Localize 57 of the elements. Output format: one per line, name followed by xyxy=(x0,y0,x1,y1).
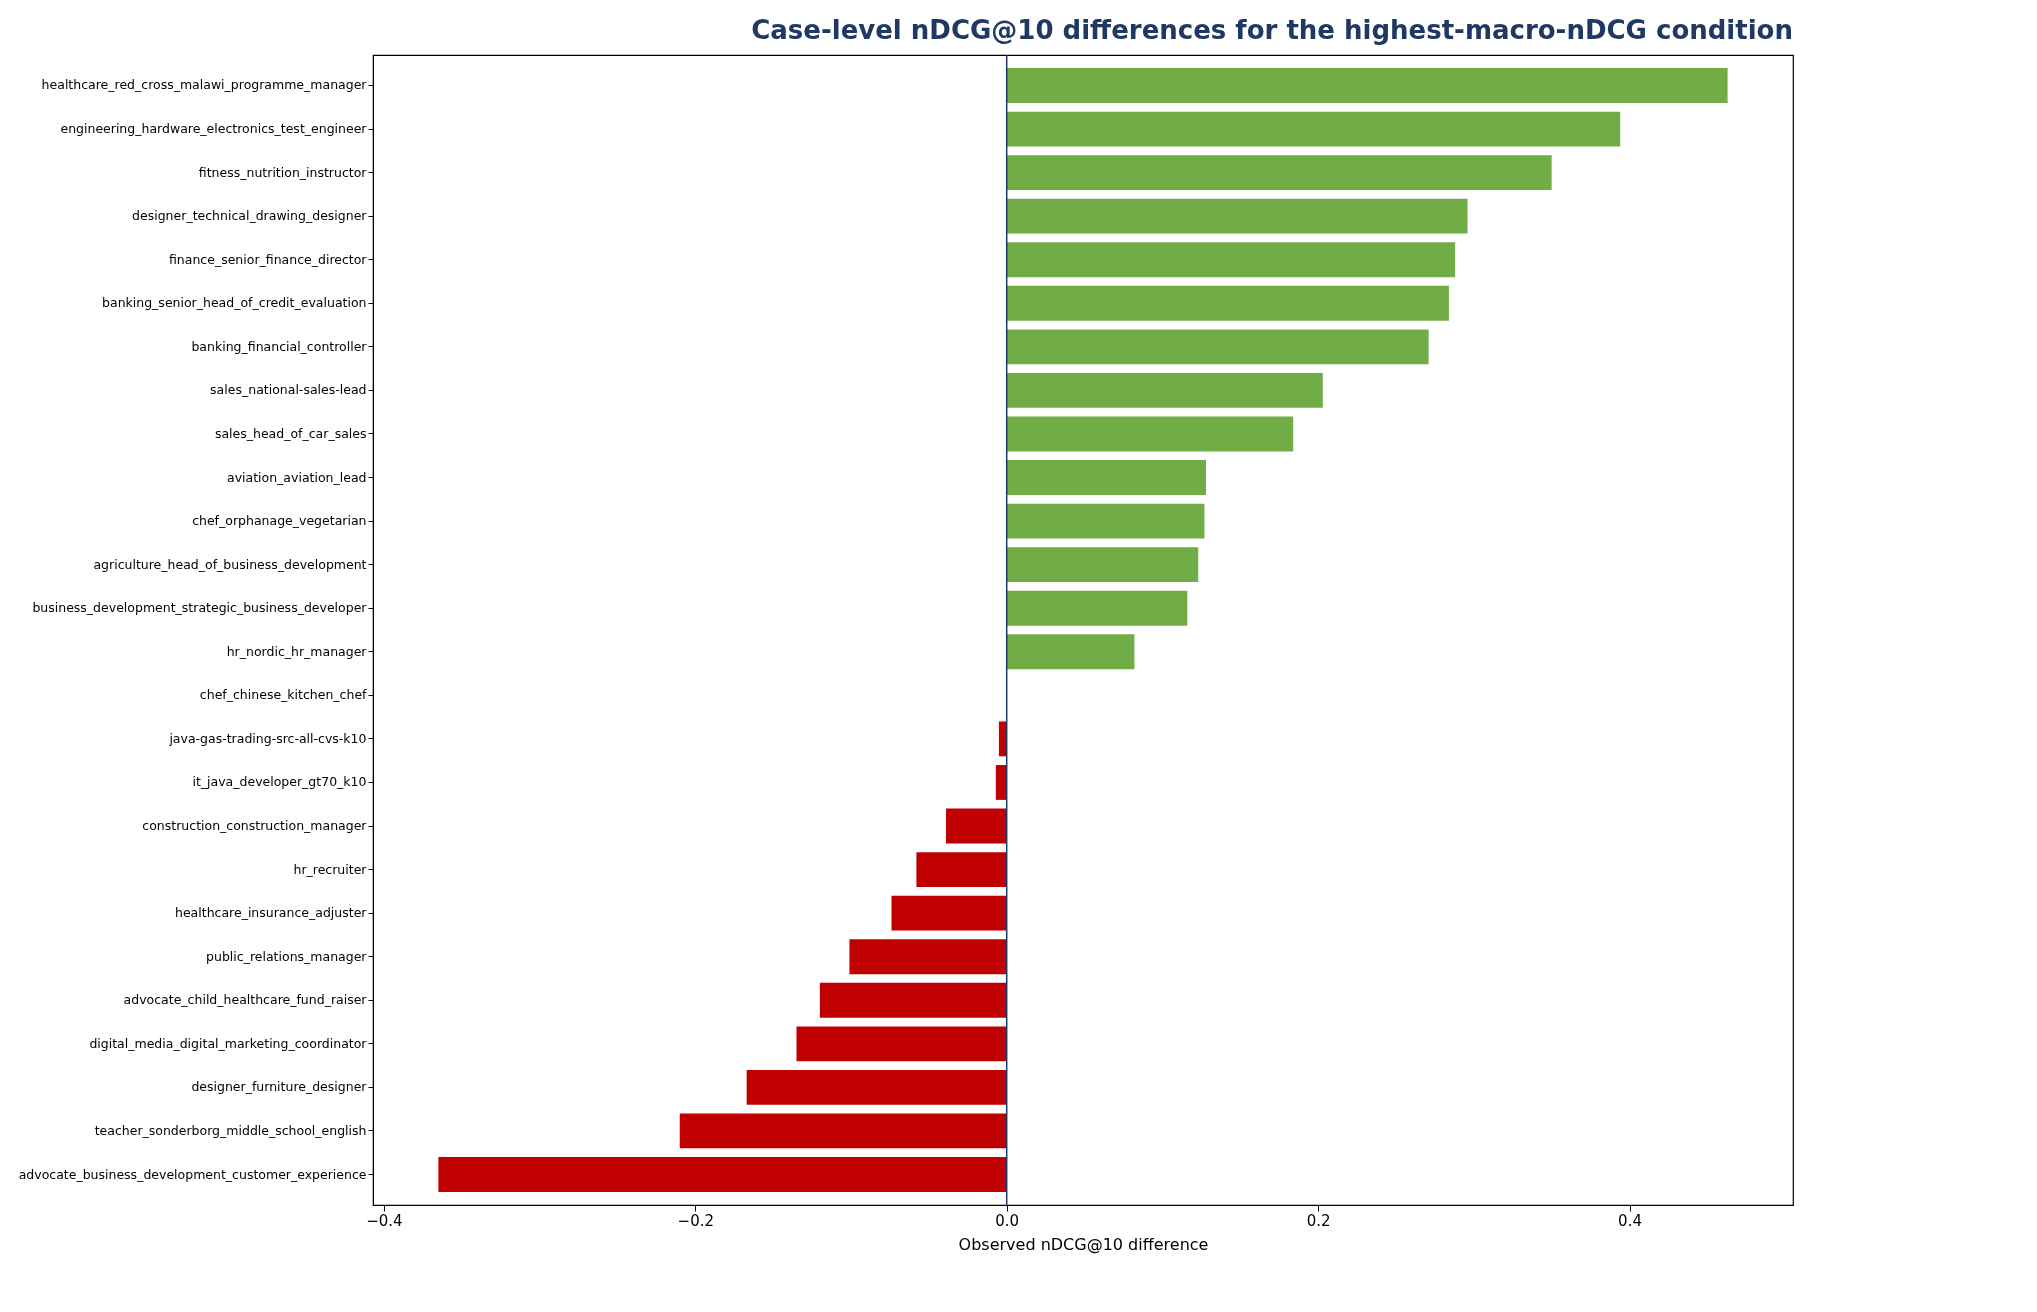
y-tick-label: agriculture_head_of_business_development xyxy=(93,556,367,572)
bar xyxy=(1006,634,1135,670)
y-tick-label: digital_media_digital_marketing_coordinator xyxy=(89,1035,368,1051)
bar xyxy=(1006,198,1468,234)
y-tick-label: advocate_child_healthcare_fund_raiser xyxy=(123,992,368,1008)
y-tick-label: chef_chinese_kitchen_chef xyxy=(199,687,368,703)
bar xyxy=(796,1026,1007,1062)
x-axis-title: Observed nDCG@10 difference xyxy=(958,1234,1209,1254)
y-tick-label: business_development_strategic_business_developer xyxy=(32,600,368,616)
y-tick-label: designer_furniture_designer xyxy=(191,1079,368,1095)
bar xyxy=(438,1157,1007,1192)
bar xyxy=(1006,547,1199,583)
y-tick-label: it_java_developer_gt70_k10 xyxy=(192,774,367,790)
bar xyxy=(1006,329,1429,365)
bar xyxy=(1006,155,1552,191)
bar xyxy=(945,808,1007,844)
y-tick-label: healthcare_red_cross_malawi_programme_manager xyxy=(41,77,368,93)
y-tick-label: engineering_hardware_electronics_test_engineer xyxy=(60,121,368,137)
bar xyxy=(1006,416,1294,452)
bar xyxy=(1006,590,1188,626)
y-tick-label: construction_construction_manager xyxy=(142,818,368,834)
bar xyxy=(1006,285,1449,321)
y-tick-label: banking_senior_head_of_credit_evaluation xyxy=(102,295,367,311)
bar xyxy=(1006,242,1456,278)
bar xyxy=(1006,503,1205,539)
bar xyxy=(679,1113,1007,1149)
y-tick-label: sales_head_of_car_sales xyxy=(214,425,367,441)
x-tick-label: 0.0 xyxy=(995,1211,1020,1230)
bar xyxy=(849,939,1007,975)
x-tick-label: 0.2 xyxy=(1306,1211,1331,1230)
y-tick-label: java-gas-trading-src-all-cvs-k10 xyxy=(168,730,367,746)
y-tick-label: sales_national-sales-lead xyxy=(210,382,367,398)
x-tick-label: −0.4 xyxy=(366,1211,403,1230)
bar xyxy=(819,982,1007,1018)
x-tick-label: 0.4 xyxy=(1618,1211,1642,1230)
chart-title: Case-level nDCG@10 differences for the highest-macro-nDCG condition xyxy=(751,15,1793,46)
bar xyxy=(1006,460,1206,495)
y-tick-label: designer_technical_drawing_designer xyxy=(132,208,368,224)
bar xyxy=(995,765,1007,800)
y-tick-label: fitness_nutrition_instructor xyxy=(198,164,368,180)
y-tick-label: aviation_aviation_lead xyxy=(226,469,367,485)
y-tick-label: chef_orphanage_vegetarian xyxy=(192,513,367,529)
y-tick-label: banking_financial_controller xyxy=(191,338,368,354)
x-tick-label: −0.2 xyxy=(677,1211,715,1230)
y-tick-label: teacher_sonderborg_middle_school_english xyxy=(94,1122,367,1138)
bar xyxy=(1006,68,1728,103)
bar xyxy=(1006,372,1323,408)
y-tick-label: healthcare_insurance_adjuster xyxy=(174,905,368,921)
bar xyxy=(891,895,1007,931)
y-tick-label: hr_nordic_hr_manager xyxy=(226,643,368,659)
y-tick-label: advocate_business_development_customer_experience xyxy=(18,1166,367,1182)
y-tick-label: public_relations_manager xyxy=(206,948,368,964)
y-tick-label: hr_recruiter xyxy=(293,861,368,877)
bar xyxy=(746,1069,1007,1105)
bar xyxy=(1006,111,1621,147)
bar xyxy=(916,852,1007,888)
y-tick-label: finance_senior_finance_director xyxy=(168,251,368,267)
